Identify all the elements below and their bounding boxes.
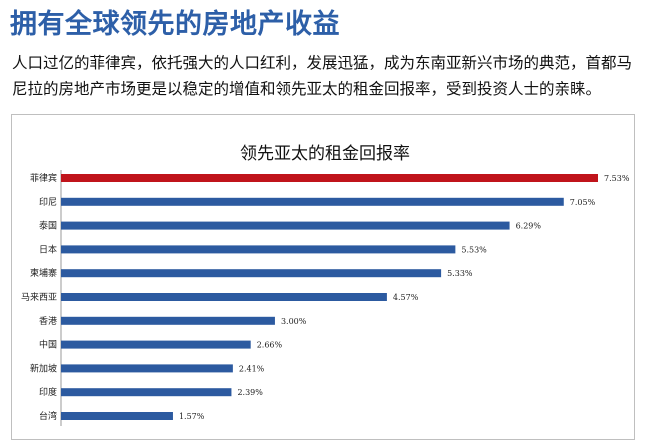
category-label-3: 日本: [39, 243, 57, 255]
category-label-7: 中国: [39, 339, 57, 351]
value-label-3: 5.53%: [461, 245, 487, 254]
category-label-5: 马来西亚: [21, 292, 57, 303]
bar-6: [61, 316, 275, 325]
bar-1: [61, 197, 564, 206]
value-label-2: 6.29%: [516, 222, 542, 231]
page-title: 拥有全球领先的房地产收益: [10, 9, 340, 40]
category-label-4: 柬埔寨: [30, 267, 57, 279]
bar-2: [61, 221, 510, 230]
bar-7: [61, 340, 251, 349]
bar-9: [61, 388, 232, 397]
bar-5: [61, 293, 387, 301]
intro-paragraph: 人口过亿的菲律宾，依托强大的人口红利，发展迅猛，成为东南亚新兴市场的典范，首都马…: [12, 54, 633, 98]
category-label-2: 泰国: [39, 220, 57, 232]
value-label-8: 2.41%: [239, 364, 265, 373]
chart-title: 领先亚太的租金回报率: [240, 144, 410, 164]
bar-4: [61, 269, 442, 278]
bar-3: [61, 245, 456, 254]
value-label-7: 2.66%: [257, 341, 283, 350]
category-label-9: 印度: [39, 386, 57, 398]
bar-0: [61, 174, 598, 182]
value-label-4: 5.33%: [447, 269, 473, 278]
category-label-10: 台湾: [39, 410, 57, 422]
category-label-0: 菲律宾: [30, 172, 57, 184]
bar-8: [61, 364, 233, 373]
value-label-5: 4.57%: [393, 293, 419, 302]
value-label-9: 2.39%: [237, 388, 263, 397]
value-label-0: 7.53%: [604, 174, 630, 183]
value-label-1: 7.05%: [570, 198, 596, 207]
bar-10: [61, 412, 173, 420]
value-label-6: 3.00%: [281, 317, 307, 326]
value-label-10: 1.57%: [179, 412, 205, 421]
category-label-8: 新加坡: [30, 362, 57, 374]
category-label-6: 香港: [39, 315, 57, 327]
category-label-1: 印尼: [39, 196, 57, 208]
